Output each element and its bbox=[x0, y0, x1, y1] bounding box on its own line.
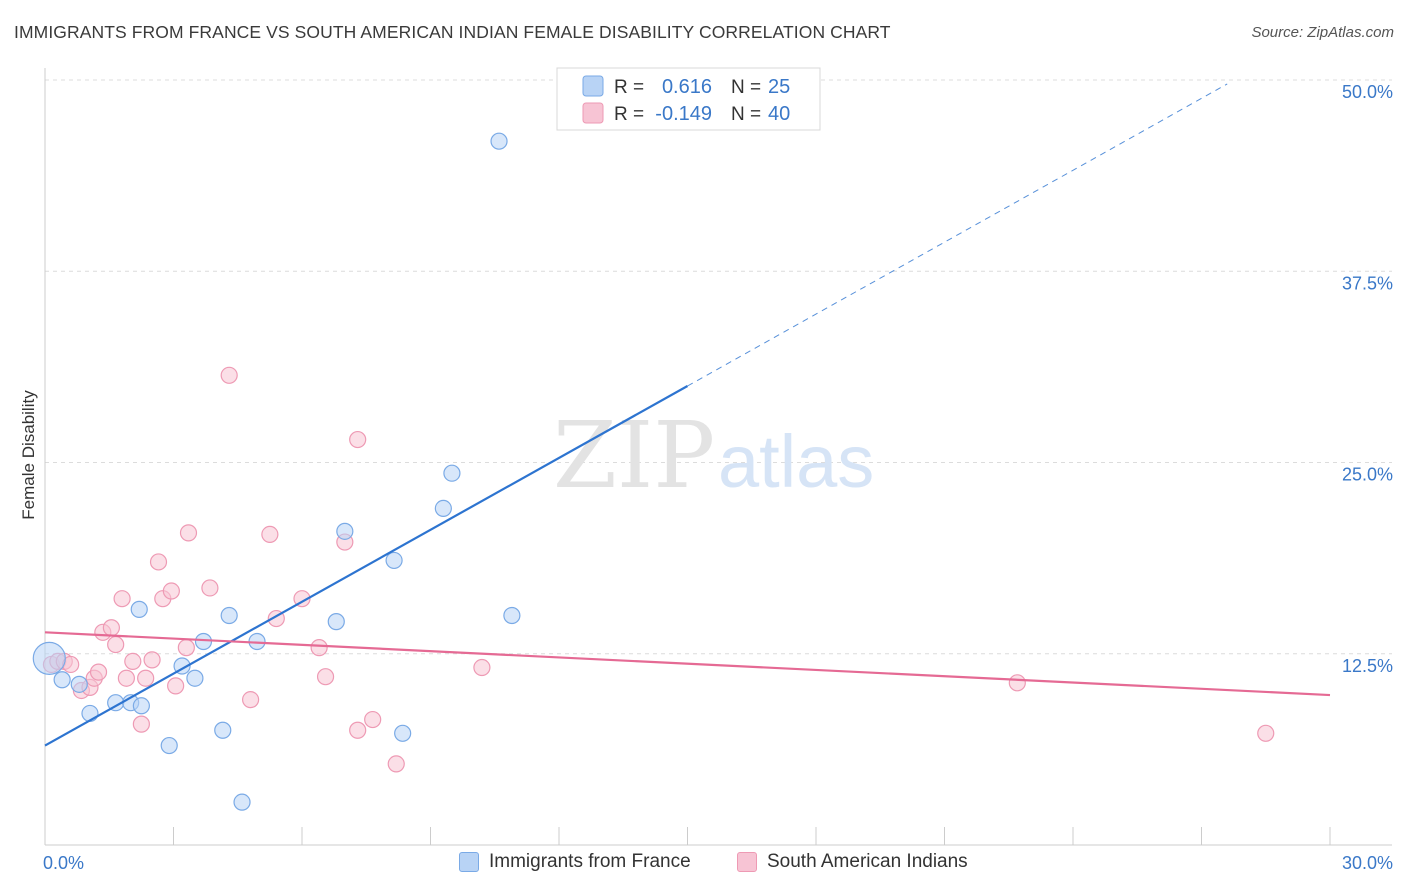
immigrants-from-france-points bbox=[32, 132, 521, 811]
x-tick-label: 30.0% bbox=[1342, 853, 1393, 873]
legend-blue-r-value: 0.616 bbox=[662, 76, 712, 98]
sai-point bbox=[162, 582, 180, 600]
sai-point bbox=[201, 579, 219, 597]
legend-blue-swatch bbox=[582, 75, 604, 97]
sai-point bbox=[1008, 674, 1026, 692]
legend-pink-n-value: 40 bbox=[768, 103, 790, 125]
sai-trend-line bbox=[44, 631, 1331, 697]
sai-point bbox=[261, 525, 279, 544]
trend-lines bbox=[44, 83, 1331, 747]
sai-point bbox=[124, 652, 142, 671]
sai-point bbox=[137, 669, 155, 687]
legend-blue-r-label: R = bbox=[614, 77, 644, 98]
legend-blue-n-label: N = bbox=[731, 77, 761, 98]
legend-pink-n-label: N = bbox=[731, 104, 761, 125]
france-point bbox=[443, 464, 461, 482]
legend-item-immigrants-from-france[interactable]: Immigrants from France bbox=[459, 851, 691, 873]
france-point bbox=[132, 697, 150, 715]
series-legend: Immigrants from France South American In… bbox=[0, 851, 1406, 879]
chart-title: IMMIGRANTS FROM FRANCE VS SOUTH AMERICAN… bbox=[14, 22, 891, 42]
sai-point bbox=[387, 755, 405, 773]
legend-item-south-american-indians[interactable]: South American Indians bbox=[737, 851, 968, 873]
gridlines bbox=[45, 79, 1392, 655]
legend-pink-r-label: R = bbox=[614, 104, 644, 125]
sai-point bbox=[132, 715, 150, 733]
y-tick-label: 12.5% bbox=[1342, 656, 1393, 676]
legend-swatch-blue bbox=[459, 852, 479, 872]
france-point bbox=[385, 551, 403, 570]
sai-point bbox=[149, 553, 168, 571]
watermark-atlas: atlas bbox=[718, 420, 874, 503]
sai-point bbox=[220, 366, 238, 384]
sai-point bbox=[310, 639, 328, 657]
france-point bbox=[220, 606, 238, 625]
correlation-legend: R = 0.616 N = 25 R = -0.149 N = 40 bbox=[556, 67, 821, 131]
legend-blue-n-value: 25 bbox=[768, 76, 790, 98]
legend-pink-swatch bbox=[582, 102, 604, 124]
france-point bbox=[194, 632, 213, 651]
france-trend-extension bbox=[687, 83, 1228, 387]
france-point bbox=[327, 613, 345, 631]
sai-point bbox=[167, 677, 185, 695]
sai-point bbox=[179, 524, 198, 542]
sai-point bbox=[242, 691, 260, 709]
sai-point bbox=[143, 651, 161, 669]
france-point bbox=[186, 669, 204, 687]
y-tick-label: 50.0% bbox=[1342, 82, 1393, 102]
axes bbox=[44, 68, 1392, 846]
france-point bbox=[53, 671, 71, 689]
france-point bbox=[70, 675, 88, 693]
source-label: Source: ZipAtlas.com bbox=[1251, 24, 1394, 41]
sai-point bbox=[316, 668, 335, 686]
legend-label-immigrants-from-france: Immigrants from France bbox=[489, 851, 691, 872]
france-point bbox=[130, 600, 148, 618]
france-point bbox=[214, 721, 232, 739]
sai-point bbox=[293, 590, 311, 608]
legend-swatch-pink bbox=[737, 852, 757, 872]
watermark: ZIP atlas bbox=[553, 402, 874, 509]
france-point bbox=[394, 724, 412, 742]
sai-point bbox=[349, 721, 367, 739]
france-point bbox=[503, 606, 521, 625]
france-trend-line bbox=[44, 385, 689, 747]
france-point bbox=[32, 641, 66, 675]
legend-pink-r-value: -0.149 bbox=[655, 103, 712, 125]
france-point bbox=[336, 522, 354, 540]
sai-point bbox=[349, 430, 367, 449]
sai-point bbox=[1257, 724, 1275, 742]
sai-point bbox=[177, 639, 195, 657]
sai-point bbox=[113, 590, 131, 608]
x-tick-label: 0.0% bbox=[43, 853, 84, 873]
sai-point bbox=[473, 658, 491, 677]
y-tick-label: 37.5% bbox=[1342, 273, 1393, 293]
legend-label-south-american-indians: South American Indians bbox=[767, 851, 968, 872]
france-point bbox=[490, 132, 508, 150]
sai-point bbox=[364, 710, 382, 729]
sai-point bbox=[102, 619, 120, 637]
sai-point bbox=[89, 663, 108, 681]
france-point bbox=[81, 704, 99, 723]
france-point bbox=[160, 736, 178, 755]
y-axis-label: Female Disability bbox=[19, 390, 38, 520]
france-point bbox=[434, 499, 452, 517]
y-tick-label: 25.0% bbox=[1342, 465, 1393, 485]
france-point bbox=[233, 793, 251, 811]
tick-labels: 12.5% 25.0% 37.5% 50.0% 0.0% 30.0% bbox=[43, 82, 1393, 873]
watermark-zip: ZIP bbox=[553, 402, 715, 509]
sai-point bbox=[117, 669, 135, 687]
sai-point bbox=[107, 635, 125, 654]
